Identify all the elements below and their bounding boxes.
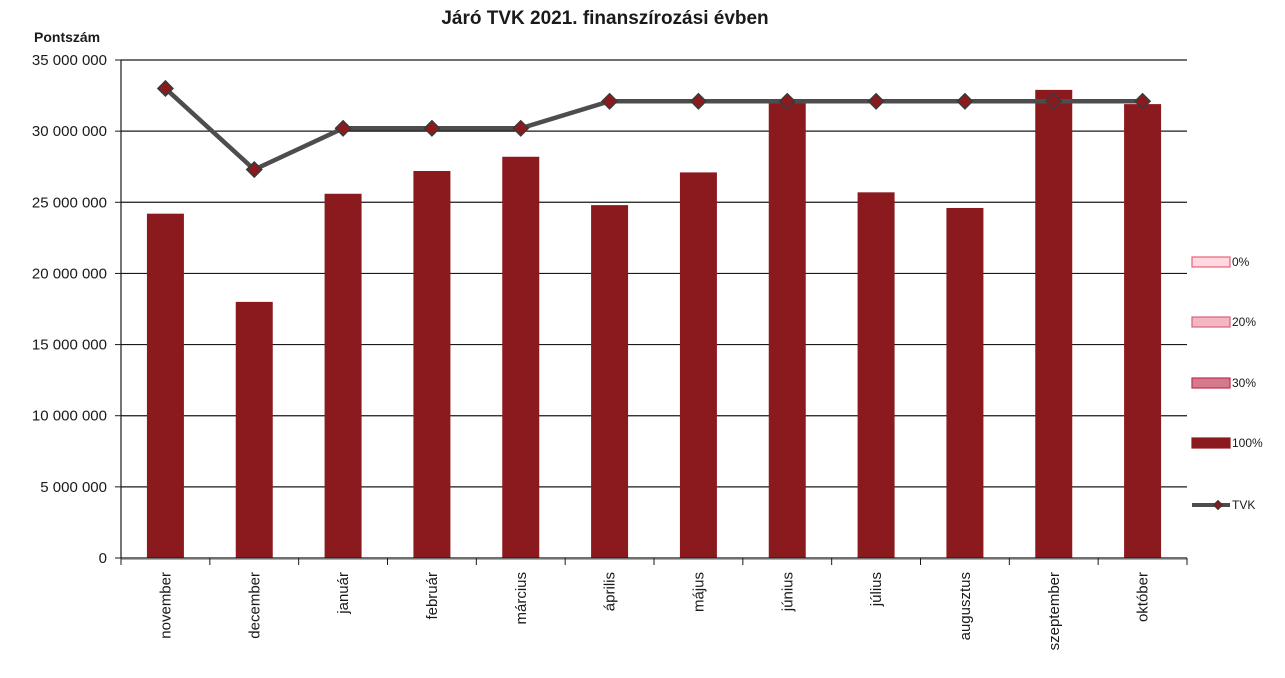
tvk-line-layer: [156, 79, 1152, 179]
tvk-point: [1045, 92, 1063, 110]
axes: 0 5 000 000 10 000 000 15 000 000 20 000 000…: [32, 52, 1188, 650]
x-tick-label: szeptember: [1046, 572, 1063, 650]
tvk-point: [512, 119, 530, 137]
x-tick-label: július: [868, 572, 885, 607]
tvk-point: [956, 92, 974, 110]
y-tick-label: 15 000 000: [32, 337, 107, 354]
y-tick-label: 35 000 000: [32, 52, 107, 69]
y-tick-label: 0: [99, 550, 107, 567]
tvk-point: [778, 92, 796, 110]
bar: [857, 192, 895, 558]
x-tick-label: január: [335, 572, 352, 615]
legend-label: 20%: [1232, 315, 1256, 329]
legend-label: 0%: [1232, 255, 1250, 269]
legend-swatch: [1191, 377, 1231, 389]
tvk-line: [163, 86, 1143, 172]
tvk-point: [423, 119, 441, 137]
legend-label: TVK: [1232, 498, 1255, 512]
legend-swatch: [1191, 256, 1231, 268]
legend-marker: [1212, 499, 1224, 511]
tvk-point: [689, 92, 707, 110]
bars: [146, 89, 1162, 559]
y-tick-label: 30 000 000: [32, 123, 107, 140]
bar: [235, 301, 273, 558]
tvk-point: [867, 92, 885, 110]
x-tick-label: május: [690, 572, 707, 612]
bar: [413, 170, 451, 559]
tvk-point: [334, 119, 352, 137]
tvk-point: [245, 160, 263, 179]
y-tick-label: 10 000 000: [32, 408, 107, 425]
x-tick-label: december: [246, 572, 263, 639]
x-tick-label: november: [157, 572, 174, 639]
legend-label: 100%: [1232, 436, 1263, 450]
x-tick-label: június: [779, 572, 796, 612]
legend-swatch: [1191, 437, 1231, 449]
legend: 0% 20% 30% 100% TVK: [1191, 255, 1263, 512]
bar: [1035, 89, 1073, 558]
bar: [324, 193, 362, 558]
bar: [679, 172, 717, 559]
x-tick-label: október: [1135, 572, 1152, 622]
x-tick-label: február: [424, 572, 441, 620]
legend-swatch: [1191, 316, 1231, 328]
gridlines: [121, 59, 1187, 488]
tvk-point: [156, 79, 174, 98]
chart-title: Járó TVK 2021. finanszírozási évben: [441, 8, 768, 29]
y-tick-label: 20 000 000: [32, 265, 107, 282]
bar: [591, 205, 629, 559]
x-tick-label: március: [513, 572, 530, 625]
bar: [946, 207, 984, 558]
x-tick-label: augusztus: [957, 572, 974, 640]
x-tick-label: április: [602, 572, 619, 611]
bar: [1124, 104, 1162, 558]
y-tick-label: 25 000 000: [32, 194, 107, 211]
y-axis-title: Pontszám: [34, 29, 100, 45]
bar: [146, 213, 184, 558]
legend-label: 30%: [1232, 376, 1256, 390]
bar: [502, 156, 540, 559]
bar: [768, 101, 806, 559]
y-tick-label: 5 000 000: [40, 479, 107, 496]
tvk-point: [1134, 92, 1152, 110]
tvk-point: [601, 92, 619, 110]
